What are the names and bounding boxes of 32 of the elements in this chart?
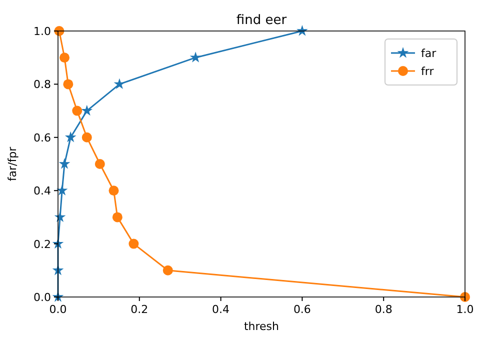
point xyxy=(60,52,70,63)
point xyxy=(108,186,119,196)
y-tick-label: 0.0 xyxy=(34,291,51,304)
point xyxy=(56,184,68,196)
x-tick-label: 0.6 xyxy=(293,303,311,316)
x-axis-title: thresh xyxy=(244,320,280,333)
legend-label: far xyxy=(421,47,437,60)
point xyxy=(82,132,92,142)
point xyxy=(190,52,202,62)
point xyxy=(94,159,105,169)
point xyxy=(81,104,93,116)
point xyxy=(64,131,76,142)
y-tick-label: 0.4 xyxy=(34,184,51,198)
x-tick-label: 0.0 xyxy=(49,303,67,316)
x-tick-label: 0.2 xyxy=(130,303,148,316)
point xyxy=(72,106,82,116)
point xyxy=(58,158,70,169)
x-tick-label: 0.8 xyxy=(374,303,392,316)
point xyxy=(162,265,173,276)
point xyxy=(128,238,139,249)
y-tick-label: 0.2 xyxy=(34,238,51,251)
x-tick-label: 1.0 xyxy=(456,303,474,316)
y-axis-title: far/fpr xyxy=(6,146,19,182)
x-tick-label: 0.4 xyxy=(212,303,230,316)
point xyxy=(112,212,122,222)
point xyxy=(63,79,74,90)
y-tick-label: 0.6 xyxy=(34,131,51,144)
y-tick-label: 0.8 xyxy=(34,78,51,92)
point xyxy=(114,78,126,90)
legend-label: frr xyxy=(421,65,434,78)
chart-title: find eer xyxy=(236,13,288,28)
y-tick-label: 1.0 xyxy=(34,25,51,38)
